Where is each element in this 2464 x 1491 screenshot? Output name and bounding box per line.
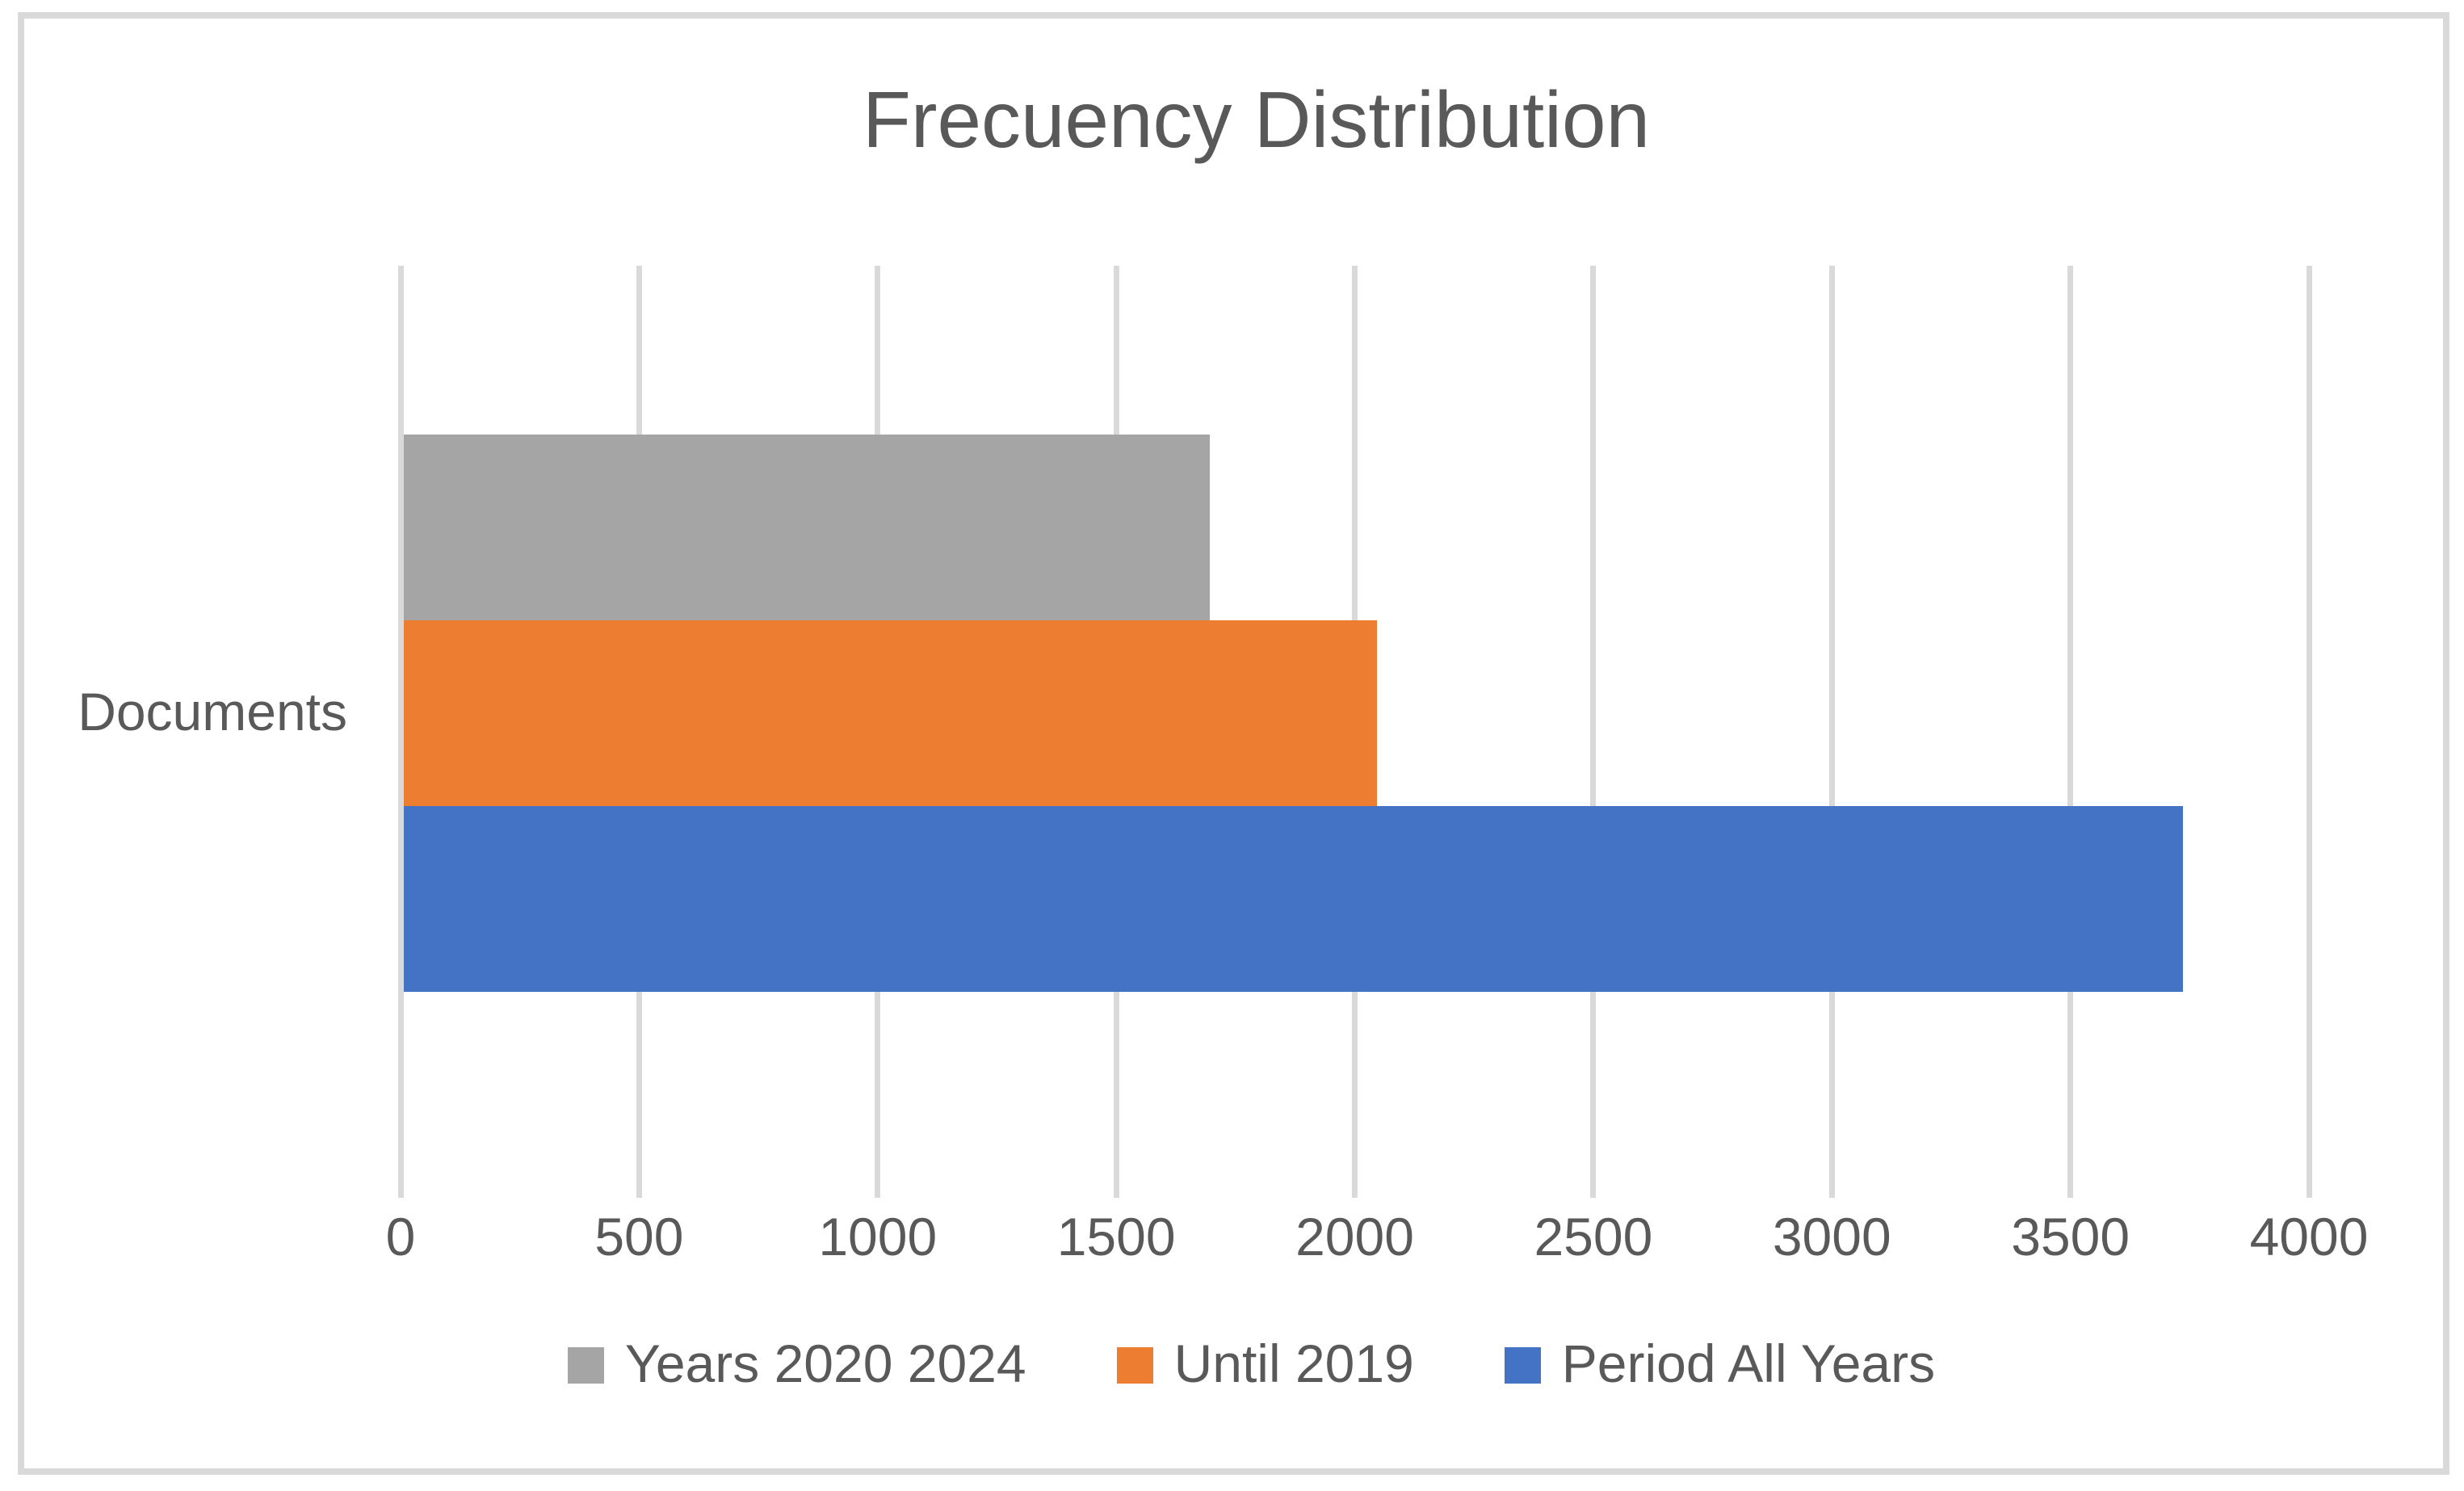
x-tick-label: 0 <box>385 1207 416 1266</box>
legend-marker-icon <box>567 1346 604 1384</box>
bar-until-2019 <box>404 620 1377 806</box>
x-tick-label: 4000 <box>2249 1207 2369 1266</box>
x-tick-label: 2500 <box>1534 1207 1653 1266</box>
bar-period-all-years <box>404 806 2183 992</box>
gridline <box>397 266 404 1198</box>
bar-years-2020-2024 <box>404 435 1210 620</box>
x-tick-label: 1500 <box>1056 1207 1176 1266</box>
x-tick-label: 2000 <box>1295 1207 1414 1266</box>
gridline <box>2306 266 2312 1198</box>
x-tick-label: 3000 <box>1772 1207 1891 1266</box>
category-label: Documents <box>78 682 347 741</box>
x-tick-label: 3500 <box>2011 1207 2130 1266</box>
legend: Years 2020 2024 Until 2019 Period All Year… <box>19 1337 2464 1390</box>
gridline <box>2067 266 2074 1198</box>
legend-item-until-2019: Until 2019 <box>1116 1334 1414 1393</box>
legend-label: Period All Years <box>1561 1334 1936 1393</box>
legend-label: Until 2019 <box>1173 1334 1414 1393</box>
legend-marker-icon <box>1504 1346 1541 1384</box>
gridline <box>1590 266 1597 1198</box>
legend-label: Years 2020 2024 <box>624 1334 1026 1393</box>
legend-item-years-2020-2024: Years 2020 2024 <box>567 1334 1026 1393</box>
gridline <box>1828 266 1835 1198</box>
x-tick-label: 1000 <box>818 1207 938 1266</box>
x-tick-label: 500 <box>594 1207 684 1266</box>
chart-title: Frecuency Distribution <box>863 75 1650 164</box>
legend-item-period-all-years: Period All Years <box>1504 1334 1936 1393</box>
legend-marker-icon <box>1116 1346 1153 1384</box>
